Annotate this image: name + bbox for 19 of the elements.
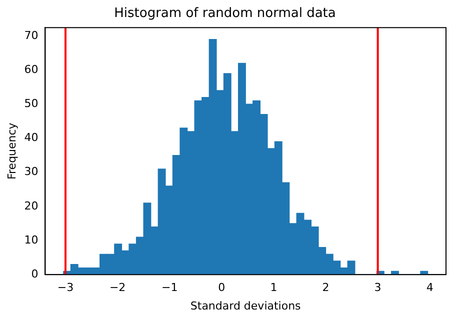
y-tick-label: 30 — [24, 165, 38, 178]
x-tick-label: 4 — [426, 281, 434, 294]
chart-title: Histogram of random normal data — [114, 6, 336, 22]
x-tick-label: −1 — [161, 281, 178, 294]
x-tick-label: −3 — [57, 281, 74, 294]
y-axis-title: Frequency — [5, 122, 18, 180]
x-tick-label: 3 — [374, 281, 382, 294]
y-tick-label: 50 — [24, 96, 38, 110]
y-tick-label: 0 — [31, 267, 38, 280]
y-tick-label: 60 — [24, 62, 38, 76]
x-tick-label: 0 — [218, 281, 226, 294]
x-tick-label: 1 — [270, 281, 278, 294]
x-axis-title: Standard deviations — [190, 299, 302, 312]
y-tick-label: 20 — [24, 199, 38, 212]
x-tick-label: 2 — [322, 281, 330, 294]
y-tick-label: 40 — [24, 131, 38, 144]
x-tick-label: −2 — [109, 281, 126, 294]
y-tick-label: 10 — [24, 233, 38, 246]
y-tick-label: 70 — [24, 28, 38, 42]
